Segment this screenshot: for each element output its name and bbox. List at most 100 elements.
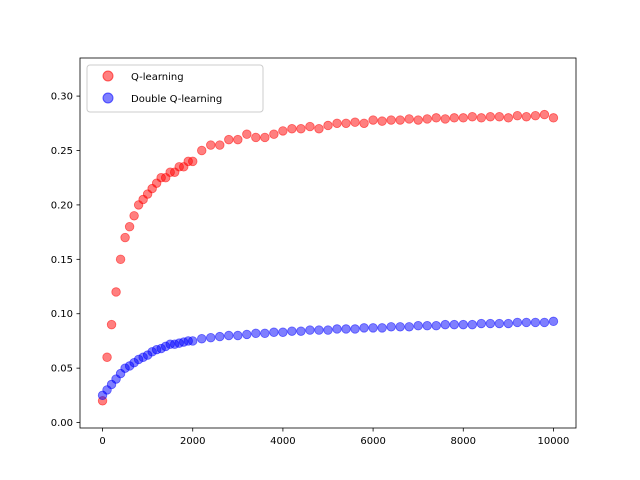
data-point: [206, 332, 216, 343]
data-point: [359, 118, 369, 128]
data-point: [494, 112, 505, 122]
data-point: [449, 319, 459, 330]
data-point: [242, 129, 252, 139]
data-point: [404, 322, 414, 332]
y-tick-label: 0.25: [51, 146, 73, 157]
data-point: [251, 328, 261, 339]
data-point: [359, 323, 369, 333]
y-tick-label: 0.05: [51, 364, 73, 375]
data-point: [503, 113, 514, 123]
data-point: [386, 322, 396, 332]
data-point: [512, 317, 523, 328]
data-point: [458, 319, 468, 330]
data-point: [287, 326, 297, 336]
data-point: [467, 112, 477, 122]
y-axis: 0.00 0.05 0.10 0.15 0.20 0.25 0.30: [51, 92, 80, 429]
data-point: [296, 124, 306, 134]
data-point: [422, 321, 432, 331]
data-point: [548, 316, 559, 327]
data-point: [530, 110, 541, 121]
data-point: [467, 319, 477, 330]
data-point: [233, 330, 243, 341]
data-point: [440, 114, 450, 124]
data-point: [530, 317, 541, 328]
data-point: [386, 115, 396, 125]
data-point: [341, 118, 351, 128]
data-point: [476, 113, 487, 123]
data-point: [458, 113, 468, 123]
data-point: [539, 109, 550, 120]
legend-label-double-q-learning: Double Q-learning: [131, 94, 222, 105]
data-point: [395, 115, 405, 125]
points-layer: [97, 109, 559, 406]
legend-marker-q-learning: [102, 70, 114, 82]
data-point: [377, 116, 387, 126]
x-tick-label: 2000: [180, 436, 205, 447]
y-tick-label: 0.20: [51, 200, 73, 211]
data-point: [404, 114, 414, 124]
data-point: [323, 120, 333, 131]
data-point: [314, 124, 324, 134]
data-point: [206, 140, 216, 150]
legend-box: [86, 64, 264, 113]
data-point: [269, 327, 279, 337]
data-point: [251, 132, 261, 143]
data-point: [102, 352, 112, 362]
x-tick-label: 8000: [451, 436, 476, 447]
y-tick-label: 0.10: [51, 309, 73, 320]
x-axis: 0 2000 4000 6000 8000 10000: [99, 428, 569, 447]
data-point: [503, 318, 514, 329]
x-tick-label: 6000: [360, 436, 385, 447]
data-point: [521, 317, 532, 328]
data-point: [305, 325, 315, 335]
data-point: [296, 326, 306, 336]
data-point: [395, 322, 405, 332]
data-point: [521, 112, 532, 122]
data-point: [124, 221, 135, 232]
data-point: [129, 211, 139, 221]
data-point: [305, 121, 315, 132]
data-point: [197, 145, 207, 156]
series-0: [97, 109, 559, 406]
data-point: [539, 317, 550, 328]
data-point: [188, 336, 198, 346]
data-point: [341, 324, 351, 334]
y-tick-label: 0.30: [51, 92, 73, 103]
x-tick-label: 0: [99, 436, 105, 447]
y-tick-label: 0.15: [51, 255, 73, 266]
data-point: [485, 112, 496, 122]
data-point: [269, 129, 279, 139]
data-point: [120, 232, 130, 243]
legend-label-q-learning: Q-learning: [131, 72, 184, 83]
y-tick-label: 0.00: [51, 418, 73, 429]
data-point: [350, 324, 360, 334]
legend-marker-double-q-learning: [102, 92, 114, 104]
data-point: [224, 134, 234, 145]
data-point: [485, 318, 496, 329]
data-point: [476, 318, 487, 329]
data-point: [431, 321, 441, 331]
data-point: [111, 287, 121, 297]
data-point: [377, 323, 387, 333]
data-point: [422, 114, 432, 124]
data-point: [106, 319, 117, 330]
data-point: [512, 110, 523, 121]
data-point: [548, 113, 559, 123]
data-point: [215, 140, 225, 150]
data-point: [368, 323, 378, 333]
data-point: [215, 331, 225, 342]
data-point: [115, 254, 126, 265]
legend: Q-learning Double Q-learning: [86, 64, 264, 113]
data-point: [440, 319, 450, 330]
data-point: [368, 115, 378, 125]
data-point: [431, 113, 441, 123]
data-point: [278, 126, 288, 136]
data-point: [260, 328, 270, 339]
plot-frame: [79, 57, 577, 429]
data-point: [332, 324, 342, 334]
x-tick-label: 4000: [270, 436, 295, 447]
data-point: [260, 132, 270, 143]
data-point: [314, 325, 324, 335]
data-point: [287, 124, 297, 134]
